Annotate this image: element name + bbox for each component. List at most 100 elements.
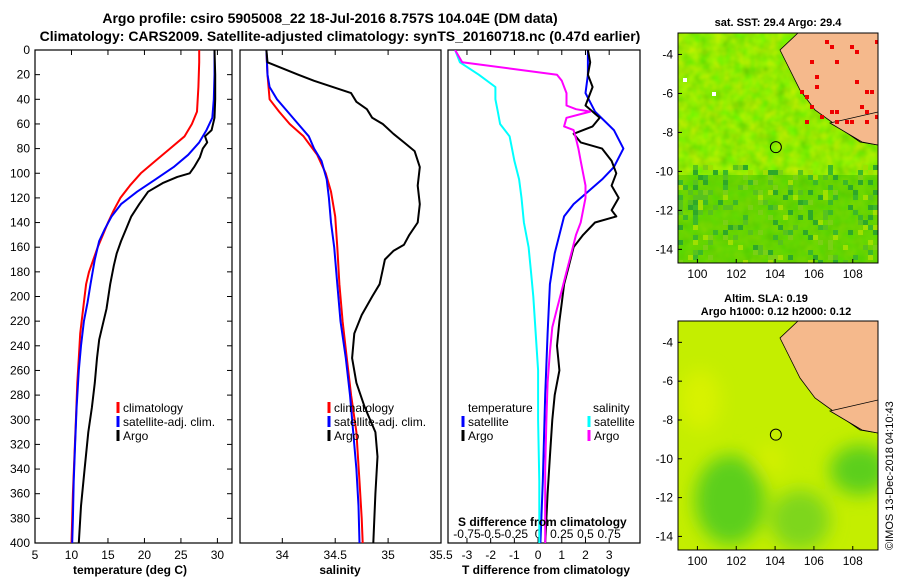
sst-cell — [703, 190, 708, 195]
sst-cell — [788, 255, 793, 260]
sst-missing-cell — [860, 105, 864, 109]
lat-tick-label: -4 — [662, 47, 673, 61]
x-tick-label: 1 — [558, 548, 565, 562]
sst-cell — [708, 165, 713, 170]
salinity-xlabel: salinity — [319, 563, 361, 577]
sst-cell — [868, 195, 873, 200]
sla-lat-ticks: -4 -6 -8 -10 -12 -14 — [656, 335, 682, 543]
sst-cell — [813, 235, 818, 240]
sst-map: sat. SST: 29.4 Argo: 29.4 100 102 104 106 10… — [656, 17, 879, 281]
sst-cells — [678, 165, 878, 263]
sst-cell — [808, 260, 813, 263]
sst-cell — [828, 200, 833, 205]
sla-map: Altim. SLA: 0.19 Argo h1000: 0.12 h2000:… — [656, 293, 879, 568]
sst-missing-cell — [845, 120, 849, 124]
sst-cell — [768, 260, 773, 263]
series-line-satellite — [539, 50, 625, 543]
sst-cell — [798, 200, 803, 205]
series-line-sat_s — [454, 50, 541, 543]
sst-cell — [828, 170, 833, 175]
sst-cell — [703, 245, 708, 250]
x-tick-label: 15 — [101, 548, 115, 562]
sst-cell — [798, 205, 803, 210]
sst-cell — [758, 245, 763, 250]
sst-cell — [853, 210, 858, 215]
sst-cell — [863, 165, 868, 170]
sst-missing-cell — [810, 60, 814, 64]
sst-cell — [768, 250, 773, 255]
sst-cell — [823, 175, 828, 180]
lon-tick-label: 104 — [765, 554, 785, 568]
sst-cell — [753, 180, 758, 185]
sst-cell — [778, 205, 783, 210]
sst-cell — [768, 190, 773, 195]
sst-cell — [698, 190, 703, 195]
sst-cell — [723, 220, 728, 225]
sst-cell — [678, 195, 683, 200]
sst-cell — [833, 235, 838, 240]
sst-cell — [693, 225, 698, 230]
x-tick-label: 30 — [211, 548, 225, 562]
legend-s-satellite-label: satellite — [594, 415, 635, 429]
temperature-x-ticks: 5 10 15 20 25 30 — [32, 50, 225, 562]
legend-argo-label: Argo — [334, 429, 360, 443]
x-tick-label: -3 — [462, 548, 473, 562]
depth-tick-label: 320 — [10, 437, 30, 451]
lat-tick-label: -14 — [656, 242, 674, 256]
sst-cell — [793, 225, 798, 230]
s-diff-tick-label: -0.5 — [480, 527, 501, 541]
sst-cell — [708, 210, 713, 215]
sla-map-subtitle: Argo h1000: 0.12 h2000: 0.12 — [701, 306, 851, 318]
sst-cell — [753, 190, 758, 195]
sst-missing-cell — [683, 78, 687, 82]
sst-missing-cell — [875, 40, 878, 44]
difference-series — [454, 50, 625, 543]
sst-cell — [823, 190, 828, 195]
sst-cell — [688, 200, 693, 205]
sst-missing-cell — [855, 80, 859, 84]
sst-cell — [693, 220, 698, 225]
imos-watermark: ©IMOS 13-Dec-2018 04:10:43 — [884, 401, 896, 550]
sst-cell — [773, 185, 778, 190]
sst-cell — [833, 230, 838, 235]
sst-cell — [868, 225, 873, 230]
depth-tick-label: 180 — [10, 265, 30, 279]
sst-cell — [858, 180, 863, 185]
s-diff-tick-label: -0.75 — [453, 527, 481, 541]
sst-cell — [723, 180, 728, 185]
salinity-series — [265, 50, 421, 543]
depth-tick-label: 120 — [10, 191, 30, 205]
sst-cell — [718, 200, 723, 205]
sst-missing-cell — [875, 115, 878, 119]
sst-cell — [728, 240, 733, 245]
sst-cell — [768, 215, 773, 220]
sst-cell — [708, 255, 713, 260]
sst-cell — [678, 240, 683, 245]
sst-cell — [868, 215, 873, 220]
x-tick-label: 2 — [582, 548, 589, 562]
x-tick-label: 34 — [276, 548, 290, 562]
sst-cell — [693, 180, 698, 185]
sst-cell — [773, 235, 778, 240]
sst-cell — [758, 190, 763, 195]
depth-tick-label: 340 — [10, 462, 30, 476]
sst-cell — [748, 180, 753, 185]
depth-tick-label: 260 — [10, 363, 30, 377]
series-line-argo_s — [454, 50, 592, 543]
argo-position-marker — [769, 428, 782, 441]
sst-cell — [768, 170, 773, 175]
sst-cell — [688, 190, 693, 195]
difference-legend-salinity: salinity satellite Argo — [587, 401, 635, 443]
sst-cell — [788, 230, 793, 235]
sst-cell — [828, 245, 833, 250]
sst-missing-cells — [683, 40, 878, 124]
sst-cell — [723, 235, 728, 240]
sst-cell — [723, 185, 728, 190]
sst-cell — [743, 220, 748, 225]
sst-cell — [823, 195, 828, 200]
sst-cell — [703, 195, 708, 200]
sst-cell — [823, 215, 828, 220]
legend-temperature-heading: temperature — [468, 401, 533, 415]
legend-climatology-label: climatology — [123, 401, 183, 415]
